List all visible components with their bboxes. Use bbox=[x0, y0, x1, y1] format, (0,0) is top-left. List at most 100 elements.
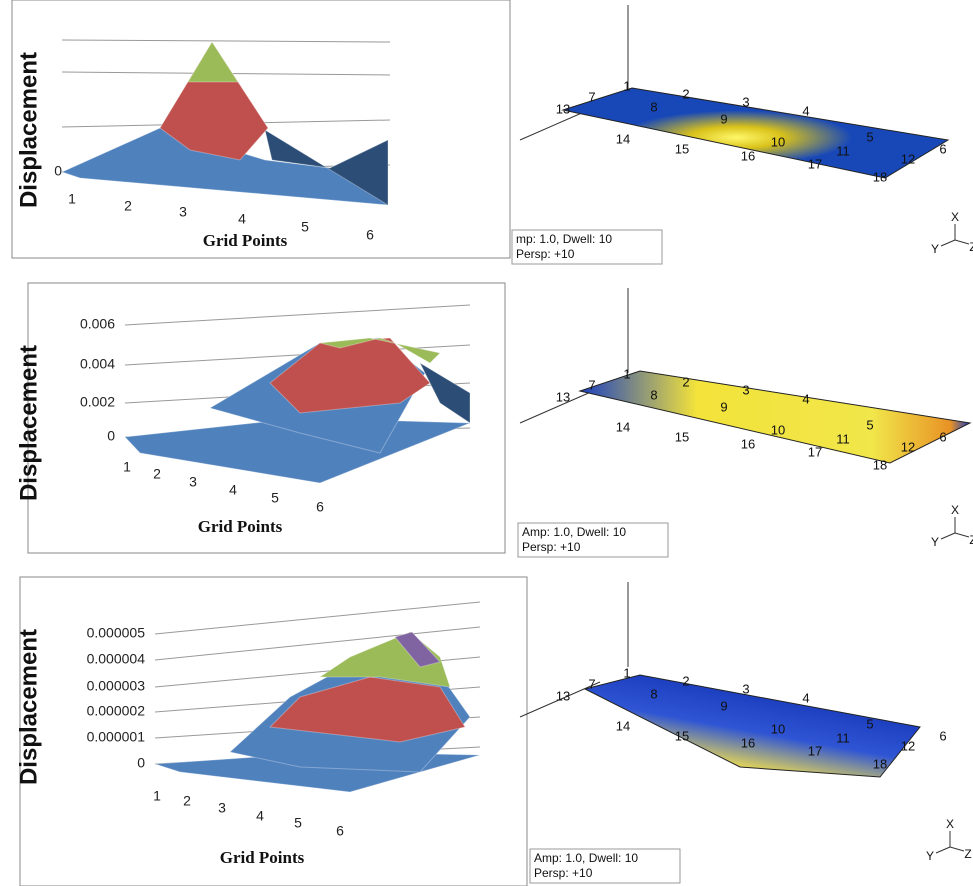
y-tick-label: 0.000005 bbox=[87, 625, 146, 641]
panel-row: Displacement0.0060.0040.0020123456Grid P… bbox=[15, 283, 973, 557]
x-tick-label: 3 bbox=[179, 204, 187, 220]
info-text: Persp: +10 bbox=[534, 866, 593, 880]
x-tick-label: 1 bbox=[153, 788, 161, 804]
node-label: 4 bbox=[802, 690, 809, 705]
node-label: 5 bbox=[866, 716, 873, 731]
info-text: Persp: +10 bbox=[516, 247, 575, 261]
triad-axis bbox=[955, 240, 969, 244]
x-tick-label: 4 bbox=[229, 482, 237, 498]
node-label: 8 bbox=[650, 686, 657, 701]
node-label: 13 bbox=[556, 389, 570, 404]
node-label: 10 bbox=[771, 422, 785, 437]
node-label: 2 bbox=[682, 86, 689, 101]
node-label: 6 bbox=[939, 141, 946, 156]
node-label: 1 bbox=[623, 665, 630, 680]
node-label: 2 bbox=[682, 673, 689, 688]
node-label: 11 bbox=[836, 431, 850, 446]
node-label: 1 bbox=[623, 366, 630, 381]
x-tick-label: 1 bbox=[123, 459, 131, 475]
x-axis-label: Grid Points bbox=[198, 517, 283, 536]
info-text: Amp: 1.0, Dwell: 10 bbox=[534, 851, 638, 865]
node-label: 3 bbox=[742, 382, 749, 397]
triad-label: X bbox=[946, 817, 954, 831]
triad-axis bbox=[955, 533, 969, 537]
triad-label: X bbox=[951, 503, 959, 517]
x-axis-label: Grid Points bbox=[220, 848, 305, 867]
y-tick-label: 0.006 bbox=[80, 316, 115, 332]
node-label: 17 bbox=[808, 444, 822, 459]
y-tick-label: 0 bbox=[54, 163, 62, 179]
node-label: 15 bbox=[675, 429, 689, 444]
node-label: 12 bbox=[901, 439, 915, 454]
node-label: 1 bbox=[623, 78, 630, 93]
node-label: 16 bbox=[741, 735, 755, 750]
node-label: 12 bbox=[901, 738, 915, 753]
x-tick-label: 6 bbox=[336, 823, 344, 839]
node-label: 3 bbox=[742, 94, 749, 109]
node-label: 14 bbox=[616, 419, 630, 434]
node-label: 7 bbox=[588, 89, 595, 104]
triad-label: X bbox=[951, 210, 959, 224]
x-tick-label: 4 bbox=[256, 808, 264, 824]
x-tick-label: 4 bbox=[238, 211, 246, 227]
triad-axis bbox=[941, 533, 955, 539]
triad-axis bbox=[950, 847, 964, 851]
node-label: 7 bbox=[588, 676, 595, 691]
y-tick-label: 0 bbox=[107, 428, 115, 444]
x-tick-label: 2 bbox=[153, 466, 161, 482]
node-label: 4 bbox=[802, 103, 809, 118]
x-tick-label: 6 bbox=[316, 499, 324, 515]
node-label: 14 bbox=[616, 718, 630, 733]
node-label: 8 bbox=[650, 99, 657, 114]
figure: Displacement0123456Grid Points1234567891… bbox=[0, 0, 973, 886]
node-label: 7 bbox=[588, 377, 595, 392]
node-label: 9 bbox=[720, 698, 727, 713]
node-label: 18 bbox=[873, 169, 887, 184]
y-tick-label: 0.000003 bbox=[87, 678, 146, 694]
node-label: 5 bbox=[866, 417, 873, 432]
y-axis-label: Displacement bbox=[15, 629, 42, 785]
x-tick-label: 1 bbox=[68, 191, 76, 207]
node-label: 12 bbox=[901, 151, 915, 166]
y-tick-label: 0.000002 bbox=[87, 703, 146, 719]
triad-label: Y bbox=[926, 849, 934, 863]
node-label: 16 bbox=[741, 436, 755, 451]
triad-label: Y bbox=[931, 242, 939, 256]
x-axis-label: Grid Points bbox=[203, 231, 288, 250]
triad-label: Z bbox=[964, 847, 971, 861]
x-tick-label: 5 bbox=[294, 815, 302, 831]
node-label: 15 bbox=[675, 141, 689, 156]
x-tick-label: 2 bbox=[183, 793, 191, 809]
info-text: Amp: 1.0, Dwell: 10 bbox=[522, 525, 626, 539]
y-tick-label: 0.004 bbox=[80, 356, 115, 372]
node-label: 18 bbox=[873, 756, 887, 771]
x-tick-label: 5 bbox=[271, 490, 279, 506]
info-text: Persp: +10 bbox=[522, 540, 581, 554]
info-text: mp: 1.0, Dwell: 10 bbox=[516, 232, 612, 246]
y-tick-label: 0.002 bbox=[80, 394, 115, 410]
node-label: 14 bbox=[616, 131, 630, 146]
x-tick-label: 6 bbox=[366, 227, 374, 243]
node-label: 9 bbox=[720, 399, 727, 414]
node-label: 4 bbox=[802, 391, 809, 406]
node-label: 10 bbox=[771, 721, 785, 736]
triad-label: Y bbox=[931, 535, 939, 549]
panel-row: Displacement 0.000005 0.000004 0.000003 0.00… bbox=[15, 577, 971, 886]
node-label: 10 bbox=[771, 134, 785, 149]
y-tick-label: 0 bbox=[137, 755, 145, 771]
node-label: 18 bbox=[873, 457, 887, 472]
triad-label: Z bbox=[969, 533, 973, 547]
node-label: 8 bbox=[650, 387, 657, 402]
node-label: 3 bbox=[742, 681, 749, 696]
node-label: 6 bbox=[939, 429, 946, 444]
node-label: 13 bbox=[556, 688, 570, 703]
node-label: 11 bbox=[836, 730, 850, 745]
triad-axis bbox=[936, 847, 950, 853]
x-tick-label: 2 bbox=[124, 198, 132, 214]
node-label: 6 bbox=[939, 728, 946, 743]
y-axis-label: Displacement bbox=[15, 52, 42, 208]
node-label: 17 bbox=[808, 156, 822, 171]
y-tick-label: 0.000004 bbox=[87, 651, 146, 667]
node-label: 13 bbox=[556, 101, 570, 116]
